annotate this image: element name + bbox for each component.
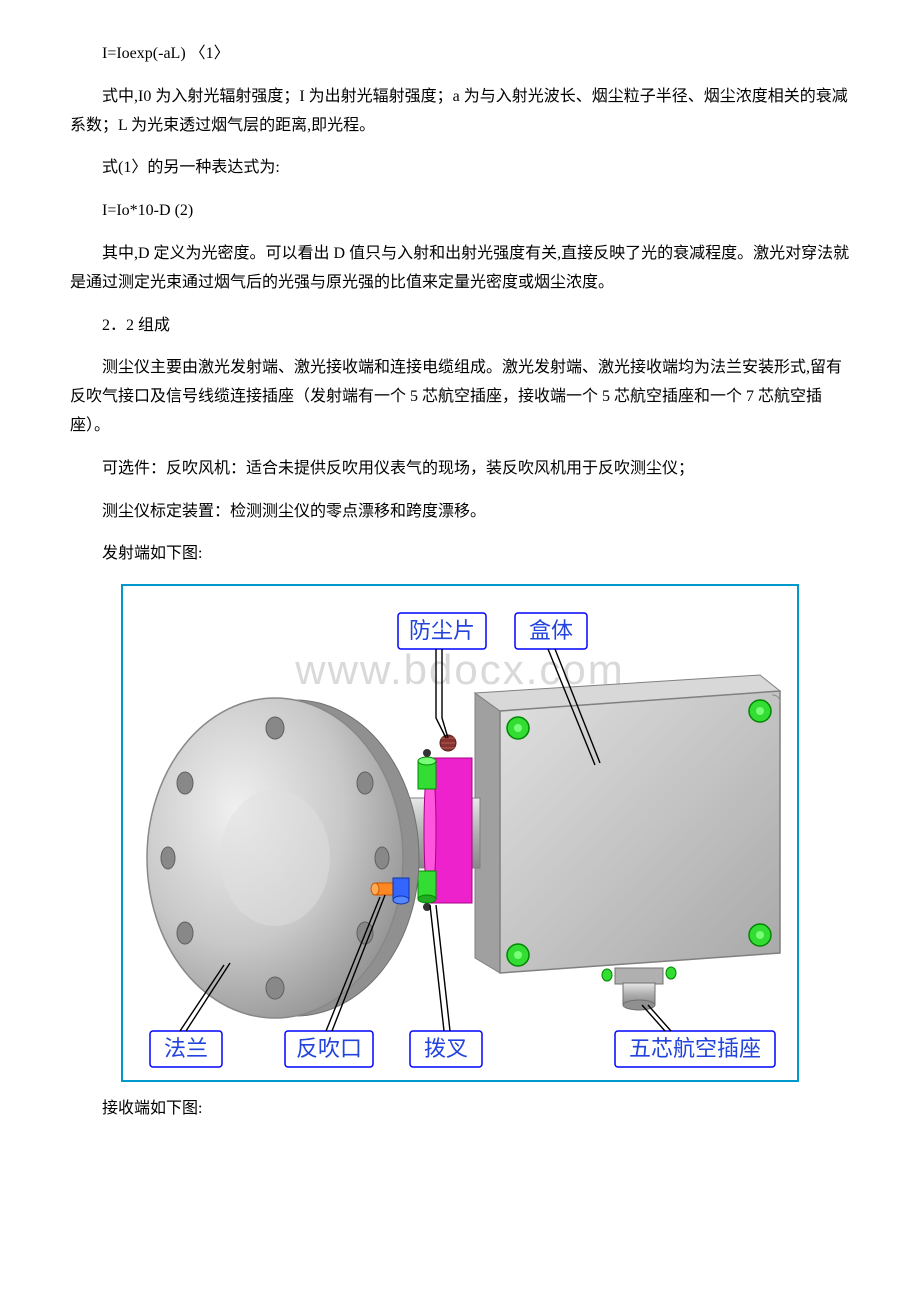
composition-para: 测尘仪主要由激光发射端、激光接收端和连接电缆组成。激光发射端、激光接收端均为法兰… <box>70 354 850 440</box>
box-body-group <box>475 675 780 1010</box>
svg-text:法兰: 法兰 <box>164 1036 208 1061</box>
connector-label: 五芯航空插座 <box>615 1005 775 1067</box>
emitter-diagram: 防尘片 盒体 法兰 反吹口 拨叉 <box>120 583 800 1083</box>
formula-2-intro: 式(1〉的另一种表达式为: <box>70 154 850 183</box>
fork-label: 拨叉 <box>410 905 482 1067</box>
emitter-figure-caption: 发射端如下图: <box>70 540 850 569</box>
svg-text:盒体: 盒体 <box>529 618 573 643</box>
svg-text:拨叉: 拨叉 <box>424 1036 468 1061</box>
dust-cover-label: 防尘片 <box>398 613 486 738</box>
svg-text:防尘片: 防尘片 <box>409 618 475 643</box>
emitter-svg: 防尘片 盒体 法兰 反吹口 拨叉 <box>120 583 800 1083</box>
svg-text:五芯航空插座: 五芯航空插座 <box>629 1036 761 1061</box>
optional-parts-para: 可选件：反吹风机：适合未提供反吹用仪表气的现场，装反吹风机用于反吹测尘仪； <box>70 455 850 484</box>
formula-1-explanation: 式中,I0 为入射光辐射强度；I 为出射光辐射强度；a 为与入射光波长、烟尘粒子… <box>70 83 850 141</box>
formula-2: I=Io*10-D (2) <box>70 197 850 226</box>
calibration-para: 测尘仪标定装置：检测测尘仪的零点漂移和跨度漂移。 <box>70 498 850 527</box>
section-2-2-heading: 2．2 组成 <box>70 312 850 341</box>
svg-text:反吹口: 反吹口 <box>296 1036 362 1061</box>
aviation-connector <box>602 967 676 1010</box>
receiver-figure-caption: 接收端如下图: <box>70 1095 850 1124</box>
optical-density-explanation: 其中,D 定义为光密度。可以看出 D 值只与入射和出射光强度有关,直接反映了光的… <box>70 240 850 298</box>
flange-disc <box>147 698 419 1018</box>
formula-1: I=Ioexp(-aL) 〈1〉 <box>70 40 850 69</box>
